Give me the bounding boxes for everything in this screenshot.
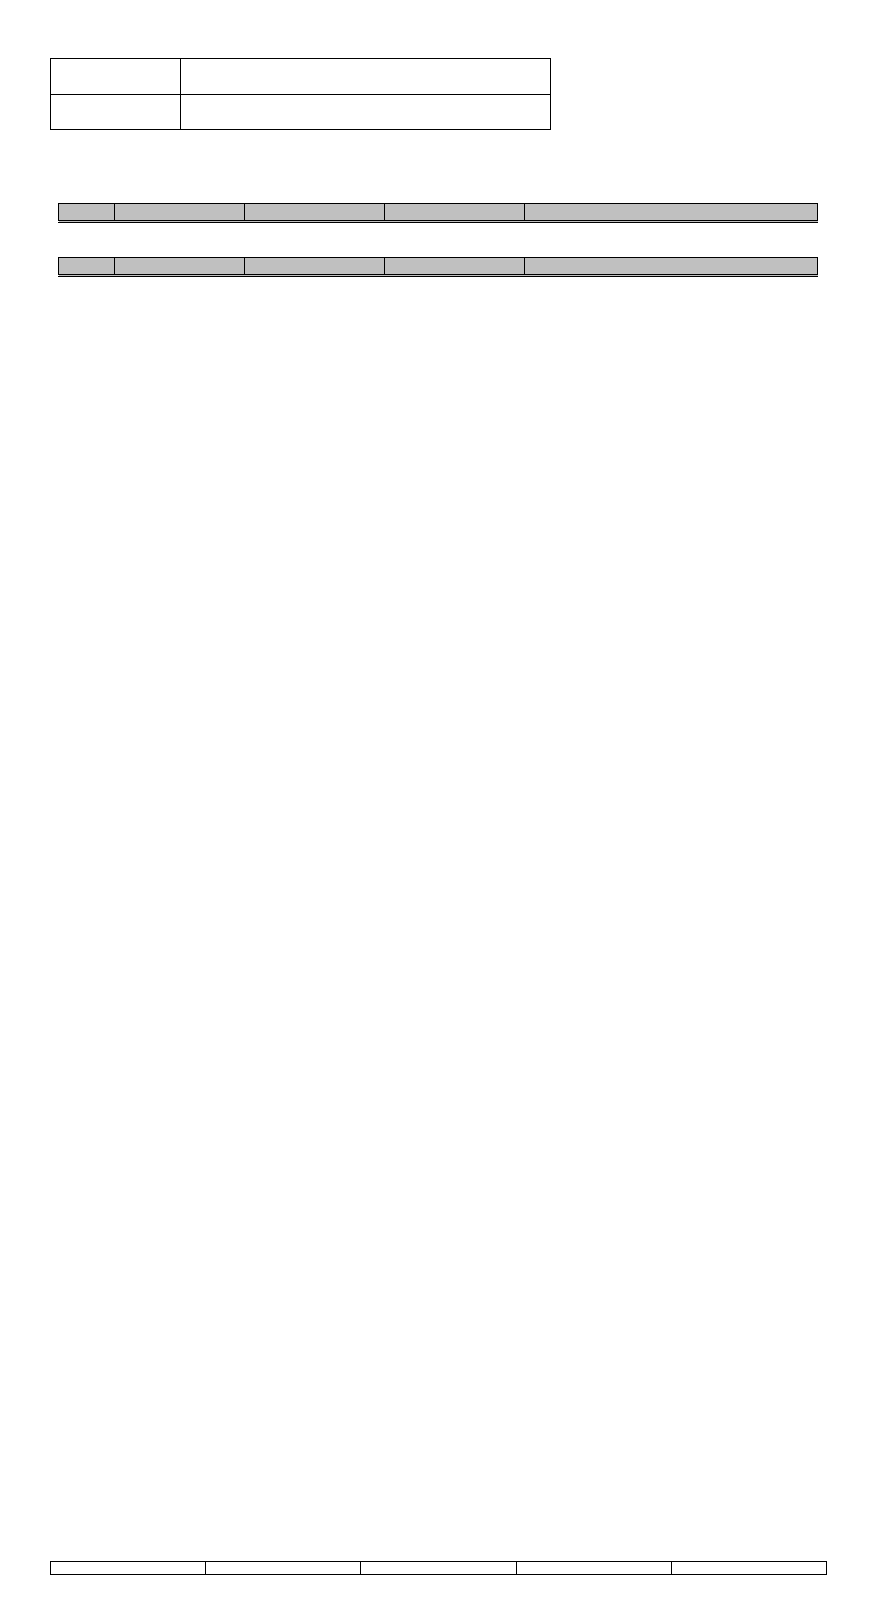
dimension-table-p25 xyxy=(58,257,818,277)
page-header xyxy=(50,58,827,130)
table-header-row xyxy=(59,204,818,222)
col-header-dimension xyxy=(245,258,385,276)
col-header-no xyxy=(59,258,115,276)
doc-subtitle xyxy=(181,94,551,130)
page-footer xyxy=(50,1561,827,1575)
company-name-1 xyxy=(51,59,181,95)
section-heading xyxy=(50,158,827,189)
table-header-row xyxy=(59,258,818,276)
col-header-item xyxy=(115,204,245,222)
col-header-tolerance xyxy=(385,258,525,276)
col-header-tolerance xyxy=(385,204,525,222)
header-info-table xyxy=(50,58,551,130)
col-header-remark xyxy=(525,204,818,222)
col-header-item xyxy=(115,258,245,276)
footer-ref xyxy=(361,1562,516,1575)
footer-author xyxy=(51,1562,206,1575)
company-name-2 xyxy=(51,94,181,130)
col-header-dimension xyxy=(245,204,385,222)
doc-title xyxy=(181,59,551,95)
footer-page xyxy=(671,1562,826,1575)
col-header-remark xyxy=(525,258,818,276)
dimension-table-p24 xyxy=(58,203,818,223)
footer-revision xyxy=(516,1562,671,1575)
col-header-no xyxy=(59,204,115,222)
footer-date xyxy=(206,1562,361,1575)
